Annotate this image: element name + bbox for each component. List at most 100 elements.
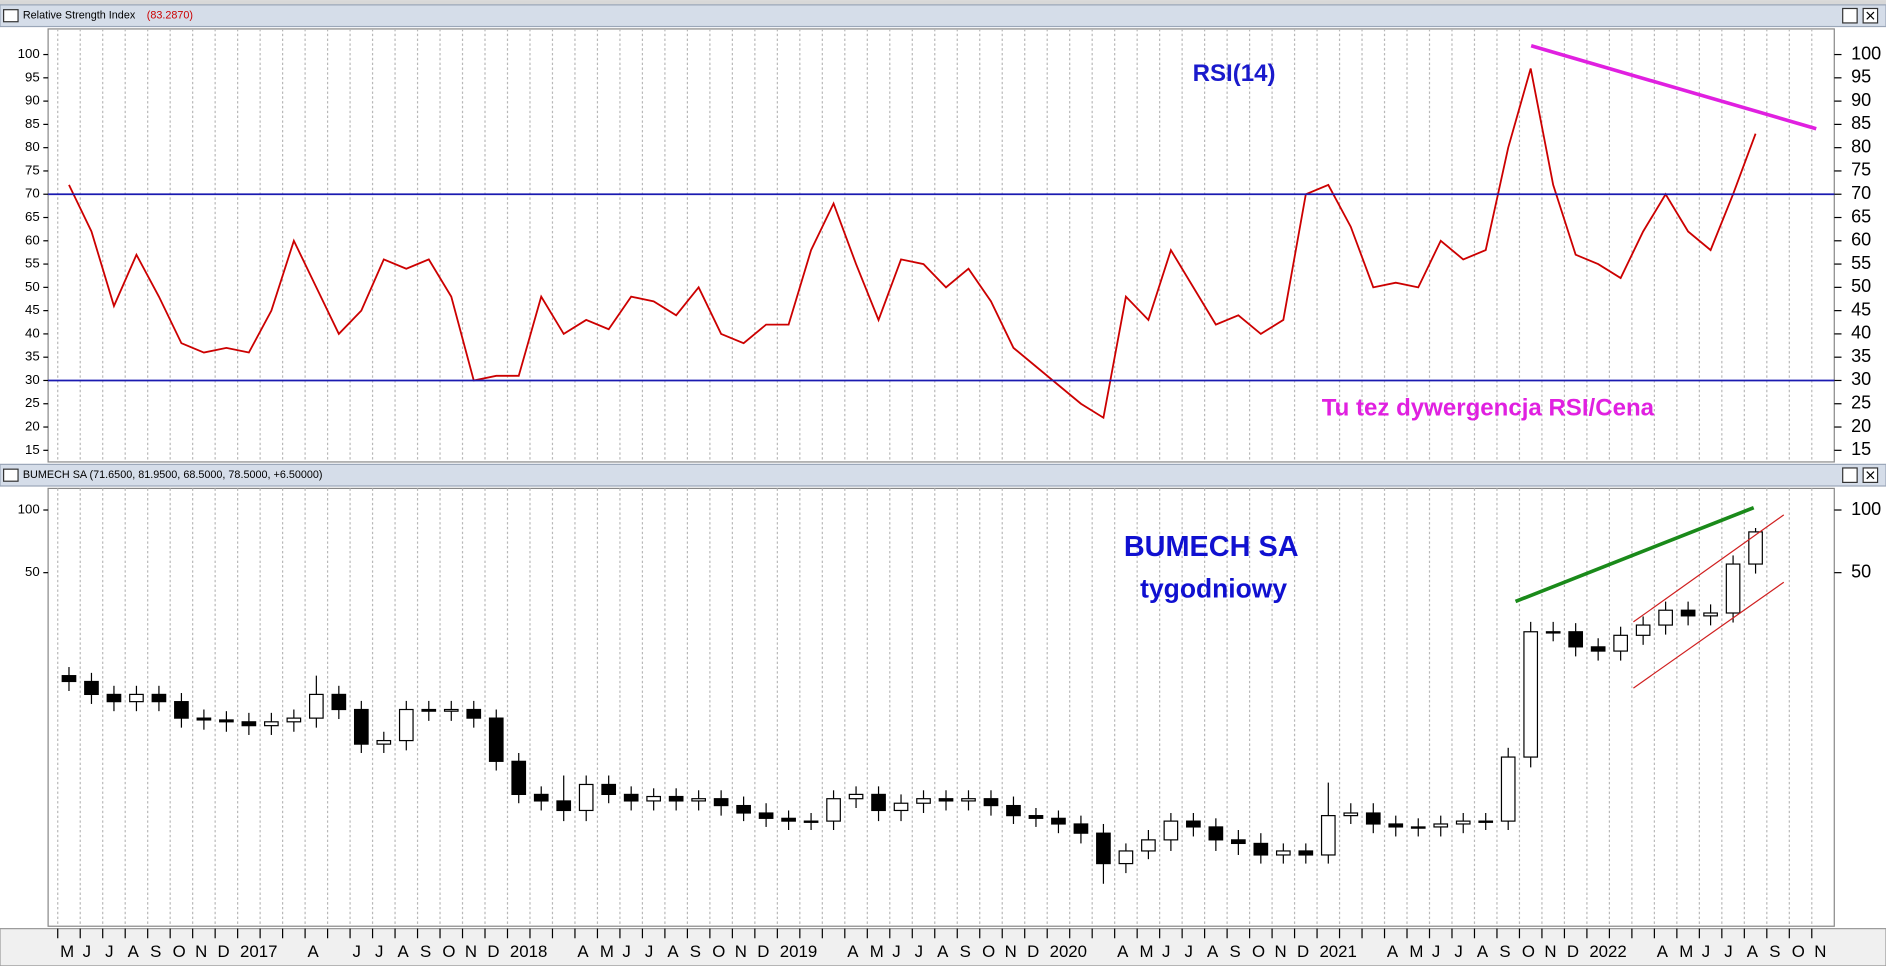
x-tick-label: J [622, 942, 630, 961]
candle-body [1163, 820, 1179, 841]
candle-body [308, 693, 324, 719]
x-tick-label: J [645, 942, 653, 961]
x-tick-label: S [150, 942, 161, 961]
x-tick-label: J [892, 942, 900, 961]
candle-body [803, 820, 819, 823]
candle-body [848, 793, 864, 800]
y-tick-label: 85 [25, 116, 40, 131]
candle-body [331, 693, 347, 711]
panel-header [0, 4, 1886, 28]
y-tick-label: 95 [1851, 67, 1871, 87]
y-tick-label: 60 [25, 232, 40, 247]
candle-body [646, 795, 662, 802]
x-tick-label: N [1274, 942, 1286, 961]
y-tick-label: 90 [25, 93, 40, 108]
candle-body [1343, 812, 1359, 817]
x-tick-label: M [1140, 942, 1154, 961]
panel-header [0, 463, 1886, 487]
candle-body [151, 693, 167, 703]
x-tick-label: J [1162, 942, 1170, 961]
candle-body [1545, 631, 1561, 634]
candle-body [1141, 839, 1156, 852]
candle-body [1523, 631, 1539, 758]
y-tick-label: 70 [1851, 183, 1871, 203]
candle-body [1590, 646, 1606, 652]
x-tick-label: N [465, 942, 477, 961]
y-tick-label: 40 [25, 325, 40, 340]
candle-body [488, 717, 504, 762]
panel-icon [3, 468, 19, 482]
x-tick-label: O [442, 942, 455, 961]
y-tick-label: 55 [25, 256, 40, 271]
y-tick-label: 65 [1851, 206, 1871, 226]
x-tick-label: O [712, 942, 725, 961]
x-tick-label: N [735, 942, 747, 961]
x-tick-label: A [1387, 942, 1399, 961]
panel-title: BUMECH SA (71.6500, 81.9500, 68.5000, 78… [23, 469, 323, 481]
x-tick-label: J [1432, 942, 1440, 961]
maximize-button[interactable] [1842, 7, 1858, 24]
x-tick-label: O [173, 942, 186, 961]
y-tick-label: 100 [1851, 499, 1881, 519]
y-tick-label: 45 [25, 302, 40, 317]
y-tick-label: 65 [25, 209, 40, 224]
y-tick-label: 50 [1851, 561, 1871, 581]
candle-body [61, 675, 77, 683]
x-tick-label: A [1207, 942, 1219, 961]
y-tick-label: 20 [1851, 416, 1871, 436]
y-tick-label: 80 [1851, 136, 1871, 156]
plot-frame [47, 487, 1835, 927]
x-tick-label: D [218, 942, 230, 961]
y-tick-label: 95 [25, 69, 40, 84]
y-tick-label: 15 [1851, 439, 1871, 459]
candle-body [1231, 839, 1246, 845]
mark-layer [61, 68, 1763, 884]
candle-body [871, 793, 886, 812]
candle-body [1613, 634, 1628, 652]
candle-body [443, 708, 459, 712]
x-tick-label: M [870, 942, 884, 961]
x-tick-label: D [757, 942, 769, 961]
candle-body [1073, 823, 1089, 834]
candle-body [1658, 609, 1673, 626]
candle-body [961, 798, 976, 802]
x-tick-label: O [1792, 942, 1805, 961]
x-tick-label: 2019 [780, 942, 817, 961]
candle-body [1478, 820, 1494, 823]
candle-body [691, 798, 706, 802]
x-tick-label: S [420, 942, 431, 961]
candle-body [1051, 817, 1066, 825]
x-tick-label: A [1747, 942, 1759, 961]
candle-body [421, 708, 437, 712]
channel-line [1633, 514, 1785, 623]
panel-icon [3, 9, 19, 23]
candle-body [1725, 563, 1741, 614]
candle-body [1006, 804, 1021, 817]
y-tick-label: 35 [25, 349, 40, 364]
candle-body [1186, 820, 1201, 828]
y-tick-label: 15 [25, 442, 40, 457]
maximize-button[interactable] [1842, 467, 1858, 484]
candle-body [196, 717, 212, 721]
close-icon [1866, 471, 1875, 480]
candle-body [623, 793, 639, 802]
candle-body [893, 802, 909, 812]
candle-body [398, 708, 414, 742]
y-tick-label: 25 [1851, 393, 1871, 413]
y-tick-label: 75 [25, 162, 40, 177]
candle-body [286, 717, 302, 723]
candle-body [1703, 612, 1718, 617]
x-tick-label: J [1724, 942, 1732, 961]
x-tick-label: A [1657, 942, 1669, 961]
candle-body [511, 760, 527, 796]
x-tick-label: O [982, 942, 995, 961]
candle-body [781, 817, 796, 822]
candle-body [1275, 850, 1291, 856]
y-tick-label: 25 [25, 395, 40, 410]
x-tick-label: J [915, 942, 923, 961]
candle-body [466, 708, 482, 719]
grid-layer [57, 28, 1813, 927]
x-tick-label: S [1769, 942, 1780, 961]
y-tick-label: 20 [25, 419, 40, 434]
